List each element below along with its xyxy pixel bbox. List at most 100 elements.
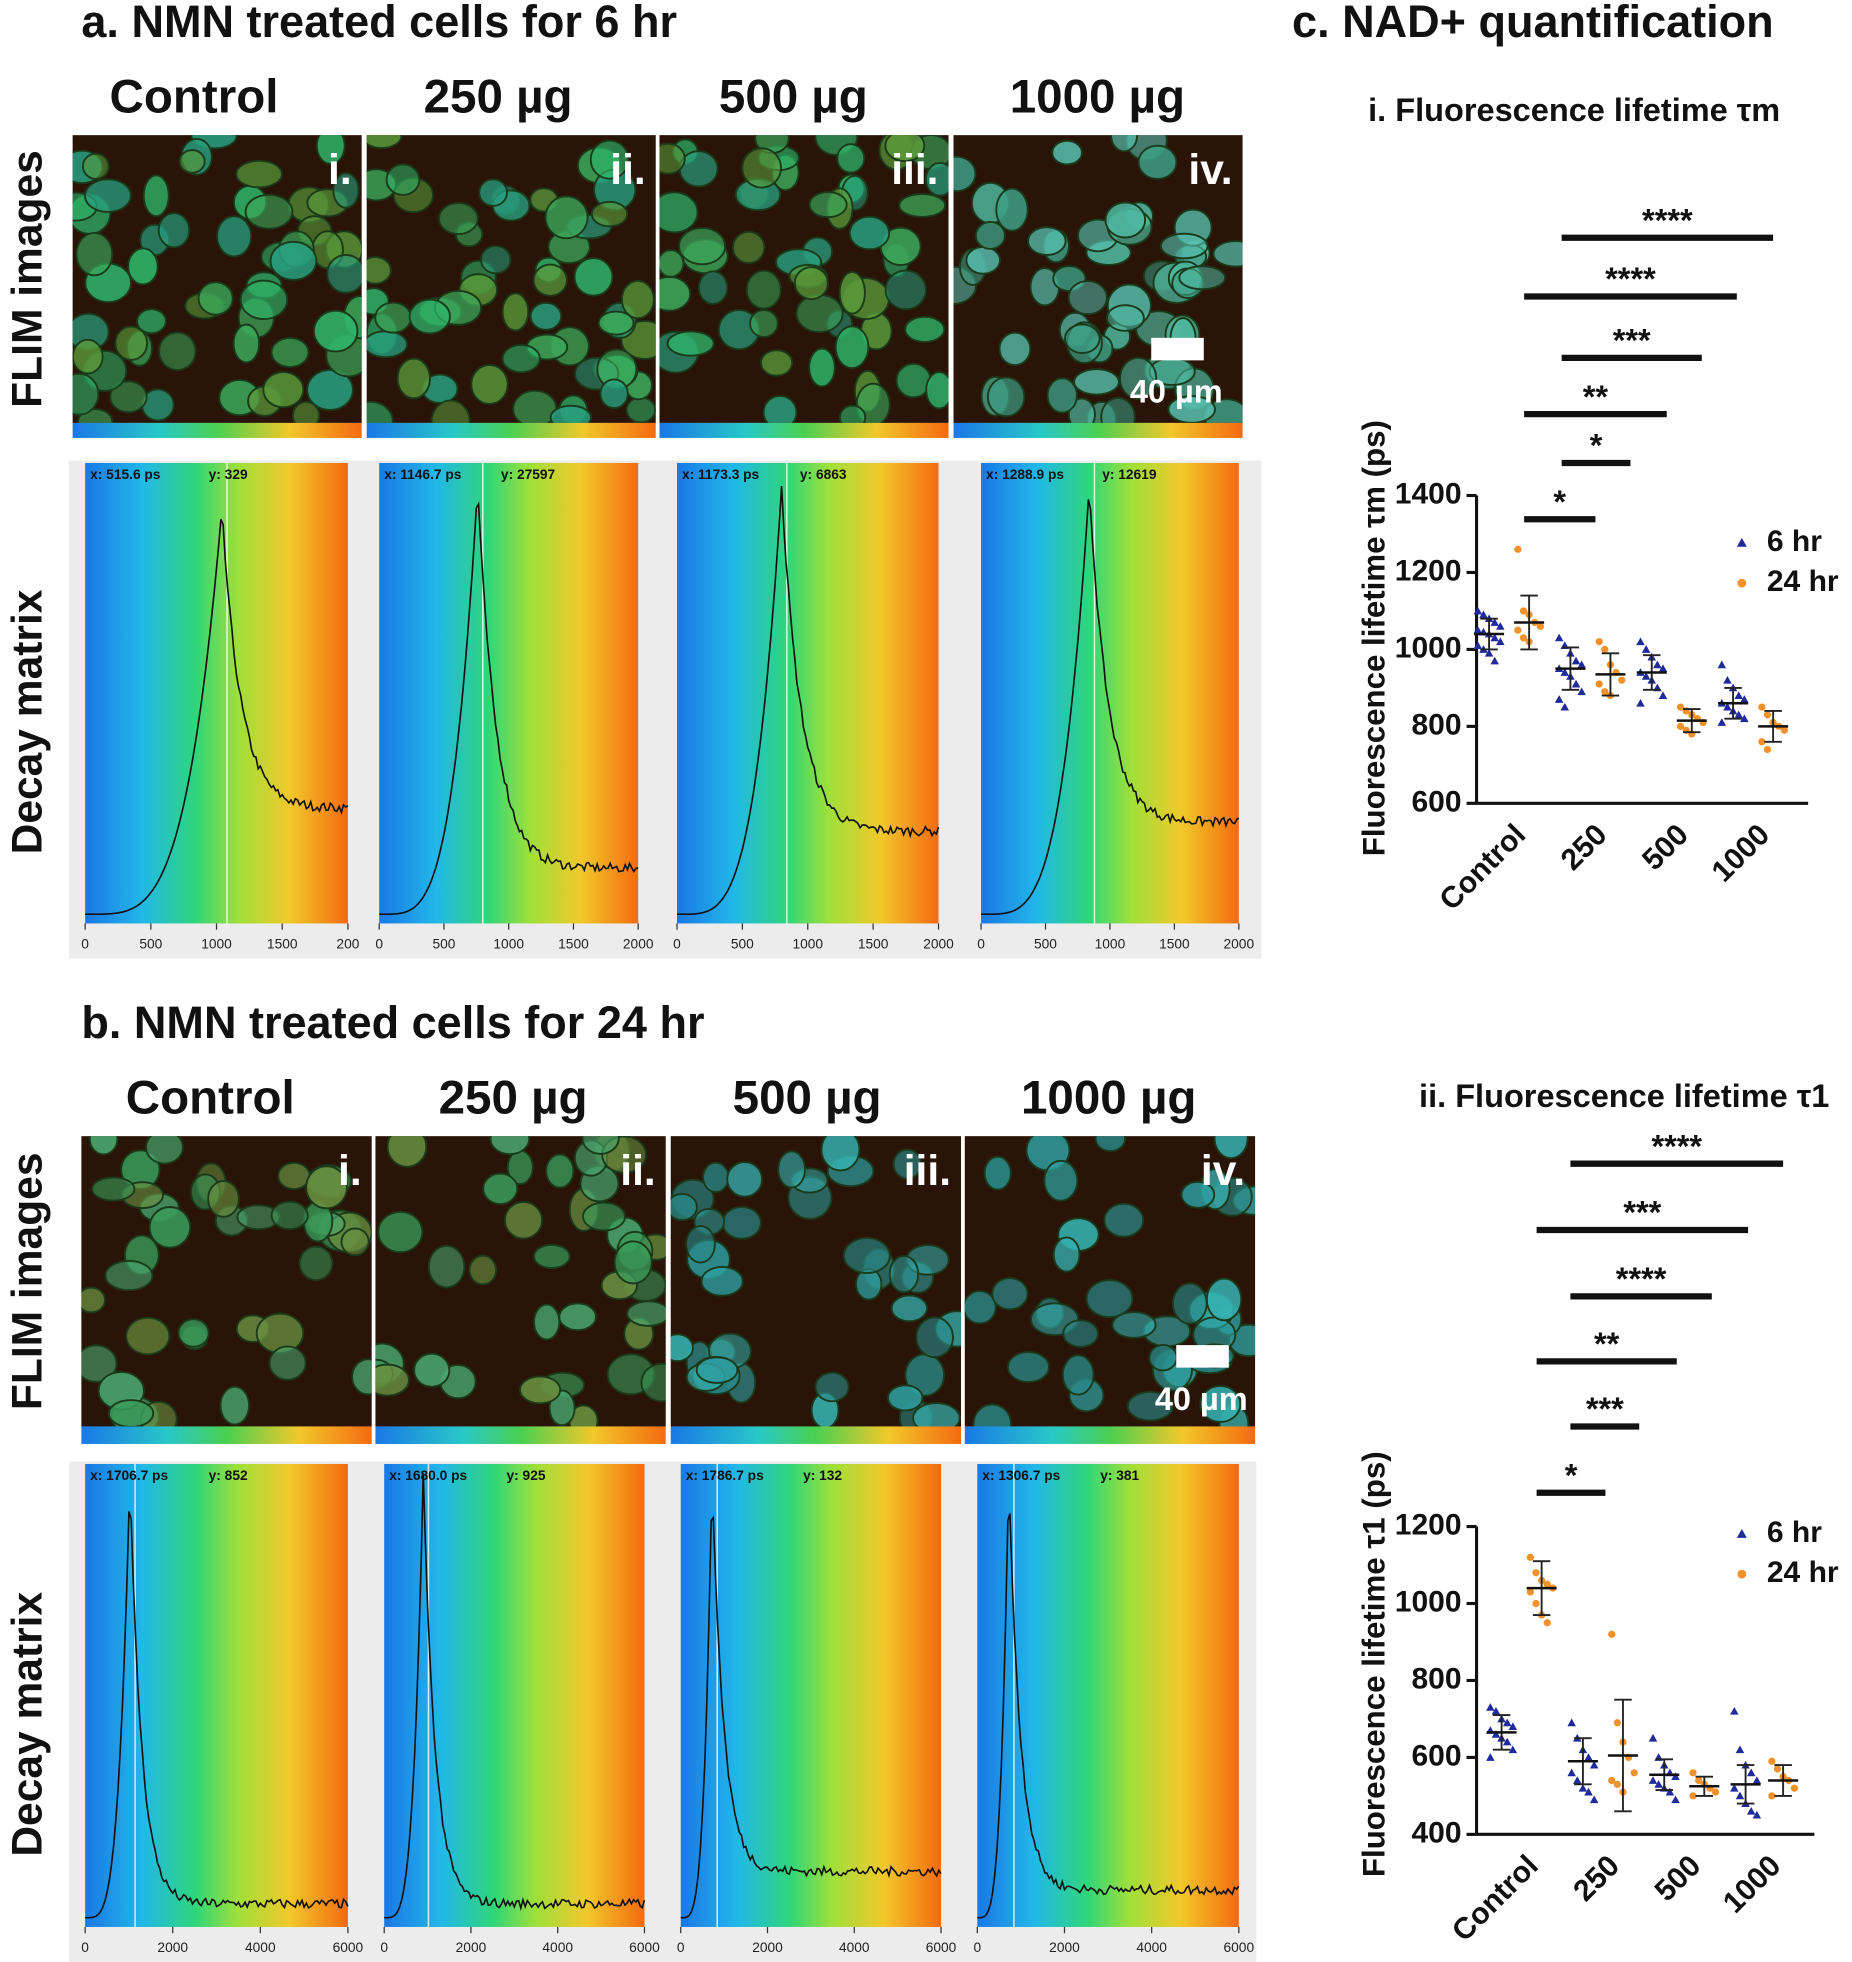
data-point bbox=[1502, 1737, 1512, 1746]
decay-tick-label: 0 bbox=[973, 1940, 981, 1955]
image-label: iv. bbox=[1188, 146, 1232, 194]
cell bbox=[158, 331, 197, 372]
x-tick-label: 250 bbox=[1567, 1849, 1626, 1908]
readout: x: 1288.9 ps bbox=[986, 467, 1064, 482]
data-point bbox=[1584, 1753, 1593, 1761]
cell bbox=[721, 1205, 762, 1240]
cell bbox=[1051, 139, 1083, 166]
cell bbox=[72, 338, 104, 375]
readout: y: 12619 bbox=[1102, 467, 1157, 482]
data-point bbox=[1490, 656, 1499, 665]
decay-plot bbox=[680, 1463, 942, 1927]
cell bbox=[277, 1161, 311, 1190]
decay-tick-label: 4000 bbox=[542, 1940, 573, 1955]
data-point bbox=[1526, 1553, 1534, 1561]
cell bbox=[375, 1363, 410, 1397]
readout: x: 1306.7 ps bbox=[982, 1468, 1060, 1483]
cells bbox=[366, 135, 656, 423]
decay-plot bbox=[85, 1463, 348, 1927]
data-point bbox=[1746, 1768, 1756, 1777]
decay-tick-label: 1000 bbox=[493, 936, 524, 951]
significance-label: * bbox=[1565, 1457, 1578, 1493]
cell bbox=[207, 1180, 240, 1218]
y-tick-label: 1400 bbox=[1395, 477, 1462, 510]
decay-tick-label: 0 bbox=[81, 936, 89, 951]
cell bbox=[848, 215, 891, 251]
data-point bbox=[1573, 1776, 1582, 1784]
decay-tick-label: 0 bbox=[380, 1940, 388, 1955]
significance-label: **** bbox=[1616, 1261, 1667, 1297]
data-point bbox=[1508, 1745, 1518, 1754]
data-point bbox=[1780, 726, 1788, 734]
cell bbox=[626, 1300, 666, 1327]
cell bbox=[519, 1375, 562, 1405]
cell bbox=[351, 1358, 372, 1396]
y-tick-label: 1000 bbox=[1395, 1585, 1462, 1618]
data-point bbox=[1711, 1788, 1720, 1796]
cell bbox=[438, 202, 479, 236]
image-label: iv. bbox=[1201, 1147, 1245, 1195]
cell bbox=[670, 1333, 694, 1363]
cell bbox=[482, 1172, 519, 1205]
data-point bbox=[1654, 1780, 1663, 1788]
panel-title: b. NMN treated cells for 24 hr bbox=[81, 997, 704, 1048]
cell bbox=[1061, 1354, 1095, 1396]
readout: y: 132 bbox=[803, 1468, 842, 1483]
cell bbox=[888, 1254, 920, 1294]
legend-marker bbox=[1736, 1529, 1747, 1538]
y-tick-label: 400 bbox=[1411, 1816, 1461, 1849]
data-point bbox=[1689, 1769, 1697, 1777]
cell bbox=[1171, 1282, 1208, 1325]
data-point bbox=[1648, 1733, 1658, 1742]
cell bbox=[125, 1316, 171, 1356]
data-point bbox=[1723, 675, 1732, 684]
cell bbox=[1103, 1202, 1145, 1238]
data-point bbox=[1536, 622, 1544, 630]
y-tick-label: 600 bbox=[1411, 785, 1461, 818]
decay-tick-label: 1500 bbox=[1159, 936, 1190, 951]
readout: x: 515.6 ps bbox=[90, 467, 161, 482]
y-tick-label: 800 bbox=[1411, 1662, 1461, 1695]
cell bbox=[1043, 1159, 1079, 1202]
cell bbox=[597, 310, 635, 336]
decay-tick-label: 500 bbox=[731, 936, 754, 951]
data-point bbox=[1740, 714, 1749, 723]
decay-curve bbox=[981, 499, 1240, 915]
decay-tick-label: 200 bbox=[336, 936, 359, 951]
data-point bbox=[1735, 1791, 1745, 1800]
cell bbox=[842, 1237, 891, 1274]
data-point bbox=[1763, 745, 1772, 754]
data-point bbox=[1578, 1783, 1588, 1792]
column-header: Control bbox=[110, 71, 279, 124]
cell bbox=[659, 191, 699, 234]
cell bbox=[501, 292, 530, 332]
x-tick-label: 1000 bbox=[1706, 818, 1777, 889]
readout: y: 381 bbox=[1100, 1468, 1139, 1483]
cell bbox=[178, 149, 206, 174]
cell bbox=[177, 1318, 210, 1348]
decay-tick-label: 1000 bbox=[792, 936, 823, 951]
cell bbox=[1006, 1351, 1050, 1383]
significance-label: * bbox=[1553, 484, 1566, 520]
cell bbox=[702, 1161, 730, 1194]
cell bbox=[81, 1344, 118, 1383]
significance-label: **** bbox=[1605, 261, 1656, 297]
data-point bbox=[1658, 664, 1668, 673]
decay-tick-label: 6000 bbox=[629, 1940, 660, 1955]
cell bbox=[114, 325, 149, 361]
data-point bbox=[1502, 1718, 1512, 1727]
decay-curve bbox=[977, 1513, 1240, 1919]
data-point bbox=[1486, 1753, 1495, 1761]
cell bbox=[480, 244, 512, 275]
cell bbox=[1085, 1279, 1134, 1319]
cell bbox=[953, 155, 977, 193]
cell bbox=[695, 1356, 739, 1384]
data-point bbox=[1519, 607, 1528, 615]
data-point bbox=[1479, 610, 1488, 619]
decay-tick-label: 0 bbox=[375, 936, 383, 951]
decay-tick-label: 2000 bbox=[456, 1940, 487, 1955]
decay-tick-label: 2000 bbox=[752, 1940, 783, 1955]
cell bbox=[427, 1244, 466, 1289]
cell bbox=[964, 1290, 997, 1325]
column-header: 1000 µg bbox=[1021, 1072, 1196, 1125]
